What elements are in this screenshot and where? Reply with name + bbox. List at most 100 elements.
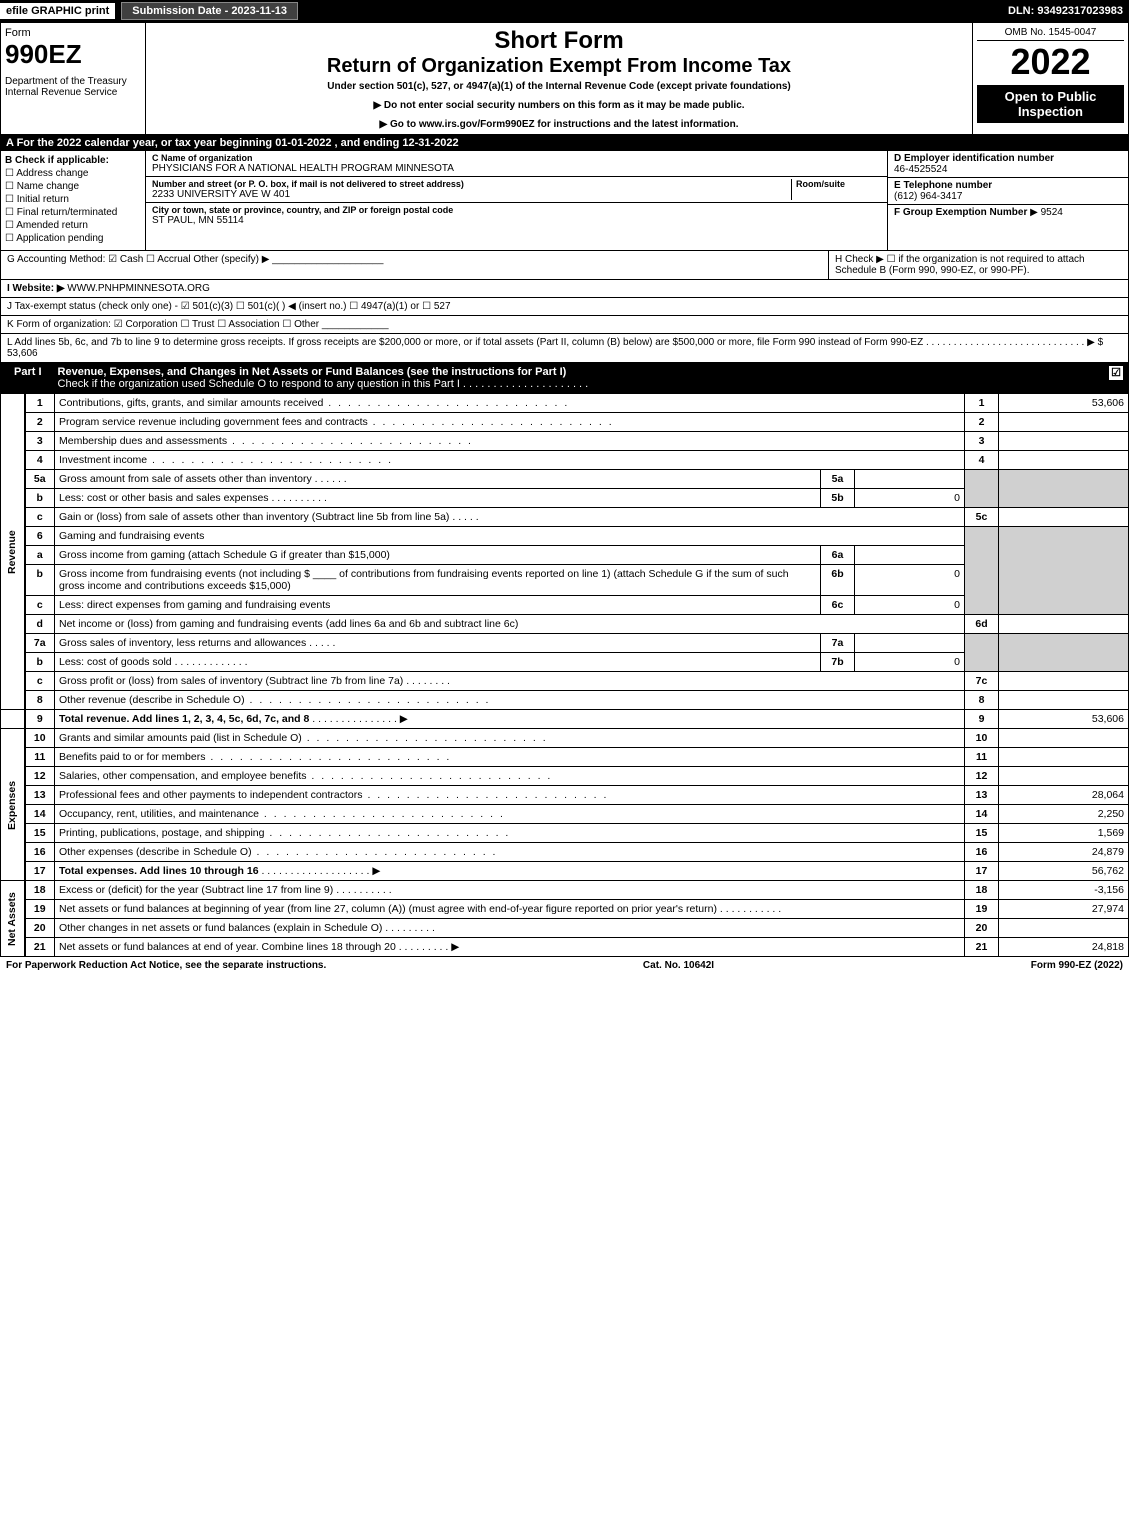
shade-7v: [999, 634, 1129, 672]
chk-address-change[interactable]: ☐ Address change: [5, 168, 141, 179]
note-instructions-text[interactable]: ▶ Go to www.irs.gov/Form990EZ for instru…: [379, 119, 738, 130]
l2-val: [999, 413, 1129, 432]
l4-lbl: 4: [965, 451, 999, 470]
part1-table: Revenue 1 Contributions, gifts, grants, …: [0, 393, 1129, 957]
l12-val: [999, 767, 1129, 786]
l5c-desc: Gain or (loss) from sale of assets other…: [59, 511, 449, 523]
info-block: B Check if applicable: ☐ Address change …: [0, 151, 1129, 251]
short-form-label: Short Form: [154, 27, 964, 55]
phone-value: (612) 964-3417: [894, 191, 1122, 202]
l7b-sval: 0: [855, 653, 965, 672]
l18-lbl: 18: [965, 881, 999, 900]
part1-label: Part I: [6, 366, 50, 390]
l21-val: 24,818: [999, 938, 1129, 957]
l17-desc: Total expenses. Add lines 10 through 16: [59, 865, 259, 877]
public-inspection-badge: Open to Public Inspection: [977, 85, 1124, 123]
part1-header: Part I Revenue, Expenses, and Changes in…: [0, 363, 1129, 393]
shade-6: [965, 527, 999, 615]
l11-lbl: 11: [965, 748, 999, 767]
section-a-period: A For the 2022 calendar year, or tax yea…: [0, 135, 1129, 151]
l21-lbl: 21: [965, 938, 999, 957]
col-b-checkboxes: B Check if applicable: ☐ Address change …: [1, 151, 146, 250]
l15-val: 1,569: [999, 824, 1129, 843]
l19-desc: Net assets or fund balances at beginning…: [59, 903, 717, 915]
efile-label[interactable]: efile GRAPHIC print: [0, 3, 115, 19]
form-of-organization: K Form of organization: ☑ Corporation ☐ …: [0, 316, 1129, 334]
l19-val: 27,974: [999, 900, 1129, 919]
l8-val: [999, 691, 1129, 710]
schedule-b-check: H Check ▶ ☐ if the organization is not r…: [829, 251, 1129, 280]
ein-value: 46-4525524: [894, 164, 1122, 175]
l21-num: 21: [25, 938, 55, 957]
website-link[interactable]: WWW.PNHPMINNESOTA.ORG: [67, 283, 210, 294]
l6a-slbl: 6a: [821, 546, 855, 565]
l9-val: 53,606: [999, 710, 1129, 729]
chk-amended-return[interactable]: ☐ Amended return: [5, 220, 141, 231]
l2-lbl: 2: [965, 413, 999, 432]
l20-num: 20: [25, 919, 55, 938]
l7c-val: [999, 672, 1129, 691]
l13-num: 13: [25, 786, 55, 805]
l18-val: -3,156: [999, 881, 1129, 900]
group-exemption-label: F Group Exemption Number: [894, 207, 1027, 218]
l11-desc: Benefits paid to or for members: [59, 751, 205, 763]
gross-receipts-note: L Add lines 5b, 6c, and 7b to line 9 to …: [0, 334, 1129, 363]
header-right: OMB No. 1545-0047 2022 Open to Public In…: [973, 23, 1128, 134]
l5b-sval: 0: [855, 489, 965, 508]
l20-lbl: 20: [965, 919, 999, 938]
l6a-num: a: [25, 546, 55, 565]
l15-desc: Printing, publications, postage, and shi…: [59, 827, 264, 839]
phone-label: E Telephone number: [894, 180, 1122, 191]
side-expenses: Expenses: [1, 729, 25, 881]
l13-desc: Professional fees and other payments to …: [59, 789, 363, 801]
l3-num: 3: [25, 432, 55, 451]
l5b-num: b: [25, 489, 55, 508]
l6b-num: b: [25, 565, 55, 596]
l13-val: 28,064: [999, 786, 1129, 805]
note-ssn: ▶ Do not enter social security numbers o…: [154, 100, 964, 111]
form-header: Form 990EZ Department of the Treasury In…: [0, 22, 1129, 135]
l5a-slbl: 5a: [821, 470, 855, 489]
l5a-sval: [855, 470, 965, 489]
city-label: City or town, state or province, country…: [152, 205, 881, 215]
l10-desc: Grants and similar amounts paid (list in…: [59, 732, 302, 744]
l16-lbl: 16: [965, 843, 999, 862]
l6-desc: Gaming and fundraising events: [55, 527, 965, 546]
l6b-desc: Gross income from fundraising events (no…: [55, 565, 821, 596]
l3-desc: Membership dues and assessments: [59, 435, 227, 447]
city-value: ST PAUL, MN 55114: [152, 215, 881, 226]
form-label: Form: [5, 27, 141, 39]
l1-lbl: 1: [965, 394, 999, 413]
l3-val: [999, 432, 1129, 451]
l6d-val: [999, 615, 1129, 634]
chk-final-return[interactable]: ☐ Final return/terminated: [5, 207, 141, 218]
l7a-sval: [855, 634, 965, 653]
l2-num: 2: [25, 413, 55, 432]
chk-name-change[interactable]: ☐ Name change: [5, 181, 141, 192]
l10-num: 10: [25, 729, 55, 748]
part1-checkbox[interactable]: ☑: [1109, 366, 1123, 380]
note-instructions: ▶ Go to www.irs.gov/Form990EZ for instru…: [154, 119, 964, 130]
l1-desc: Contributions, gifts, grants, and simila…: [59, 397, 323, 409]
l16-val: 24,879: [999, 843, 1129, 862]
chk-initial-return[interactable]: ☐ Initial return: [5, 194, 141, 205]
l9-desc: Total revenue. Add lines 1, 2, 3, 4, 5c,…: [59, 713, 309, 725]
l6b-sval: 0: [855, 565, 965, 596]
dln-number: DLN: 93492317023983: [1008, 5, 1129, 17]
l7a-slbl: 7a: [821, 634, 855, 653]
l3-lbl: 3: [965, 432, 999, 451]
form-title: Return of Organization Exempt From Incom…: [154, 55, 964, 78]
l14-num: 14: [25, 805, 55, 824]
footer-form: Form 990-EZ (2022): [1031, 960, 1123, 971]
page-footer: For Paperwork Reduction Act Notice, see …: [0, 957, 1129, 974]
chk-application-pending[interactable]: ☐ Application pending: [5, 233, 141, 244]
col-b-header: B Check if applicable:: [5, 155, 141, 166]
l20-desc: Other changes in net assets or fund bala…: [59, 922, 382, 934]
l13-lbl: 13: [965, 786, 999, 805]
group-exemption-value: ▶ 9524: [1030, 207, 1063, 218]
l18-desc: Excess or (deficit) for the year (Subtra…: [59, 884, 333, 896]
shade-5: [965, 470, 999, 508]
part1-sub: Check if the organization used Schedule …: [58, 378, 589, 390]
col-c-org: C Name of organization PHYSICIANS FOR A …: [146, 151, 888, 250]
l15-lbl: 15: [965, 824, 999, 843]
